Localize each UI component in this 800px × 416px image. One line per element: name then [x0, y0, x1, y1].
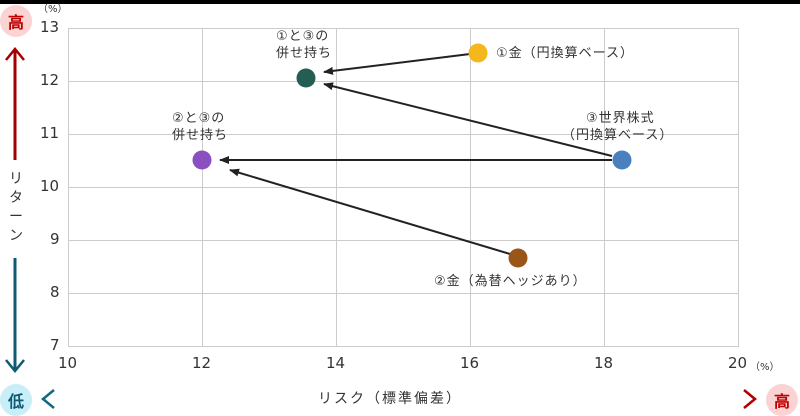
- y-tick: 9: [50, 230, 60, 248]
- label-combo-1-3-line2: 併せ持ち: [276, 46, 333, 61]
- y-tick: 12: [40, 71, 60, 89]
- y-axis-arrow-up-icon: [5, 47, 25, 160]
- y-tick: 11: [40, 124, 60, 142]
- x-unit: （%）: [750, 362, 780, 373]
- point-combo-2-3: [192, 150, 212, 170]
- label-combo-2-3-line2: 併せ持ち: [172, 128, 229, 143]
- label-gold-hedged: ②金（為替ヘッジあり）: [434, 274, 587, 289]
- x-high-badge: 高: [766, 384, 798, 416]
- x-tick: 16: [460, 354, 480, 372]
- point-gold-hedged: [508, 248, 528, 268]
- x-axis-title: リスク（標準偏差）: [318, 391, 462, 407]
- x-tick: 20: [728, 354, 748, 372]
- x-tick: 14: [326, 354, 346, 372]
- x-tick: 12: [192, 354, 212, 372]
- label-combo-2-3-line1: ②と③の: [172, 111, 226, 126]
- grid: [68, 28, 739, 347]
- point-world-equity: [612, 150, 632, 170]
- y-tick: 8: [50, 283, 60, 301]
- x-axis-arrow-left-icon: [41, 389, 310, 409]
- y-axis-title: リターン: [9, 171, 23, 244]
- y-axis-arrow-down-icon: [5, 258, 25, 373]
- point-combo-1-3: [296, 68, 316, 88]
- label-world-line1: ③世界株式: [586, 111, 655, 126]
- top-border: [0, 0, 800, 4]
- y-tick: 13: [40, 18, 60, 36]
- label-gold-yen: ①金（円換算ベース）: [496, 46, 635, 61]
- point-gold-yen: [468, 43, 488, 63]
- y-tick: 7: [50, 336, 60, 354]
- x-tick: 10: [58, 354, 78, 372]
- x-axis-arrow-right-icon: [490, 389, 757, 409]
- arrows: [219, 53, 613, 255]
- label-world-line2: （円換算ベース）: [562, 128, 674, 143]
- label-combo-1-3-line1: ①と③の: [276, 29, 330, 44]
- y-tick: 10: [40, 177, 60, 195]
- y-unit: （%）: [38, 4, 68, 15]
- x-tick: 18: [594, 354, 614, 372]
- low-badge: 低: [0, 384, 32, 416]
- y-high-badge: 高: [0, 5, 32, 37]
